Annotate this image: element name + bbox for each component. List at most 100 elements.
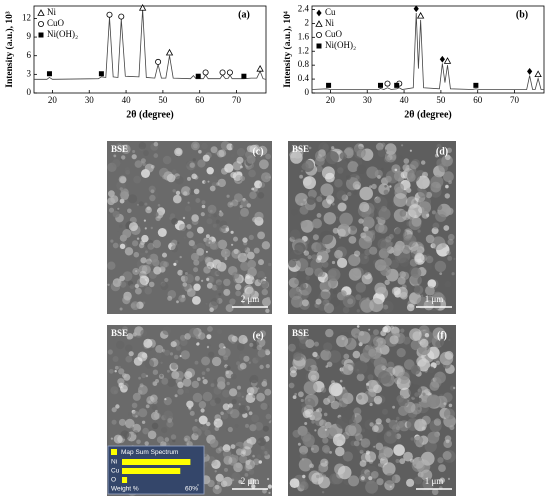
- sem-texture: [254, 279, 262, 287]
- sem-texture: [147, 254, 151, 258]
- sem-texture: [342, 306, 350, 314]
- sem-texture: [230, 444, 236, 449]
- sem-texture: [256, 344, 262, 351]
- sem-texture: [142, 427, 149, 435]
- sem-texture: [337, 202, 347, 212]
- sem-texture: [206, 345, 210, 349]
- sem-texture: [443, 408, 455, 420]
- sem-texture: [133, 357, 143, 366]
- sem-texture: [300, 220, 308, 228]
- sem-texture: [244, 274, 255, 285]
- sem-texture: [262, 425, 269, 432]
- sem-texture: [360, 476, 365, 481]
- sem-texture: [441, 242, 447, 248]
- sem-texture: [303, 380, 318, 395]
- sem-texture: [413, 200, 417, 204]
- sem-texture: [160, 361, 163, 364]
- sem-texture: [389, 485, 392, 488]
- sem-texture: [429, 381, 440, 391]
- sem-texture: [111, 407, 117, 413]
- sem-texture: [383, 189, 389, 195]
- sem-texture: [385, 170, 399, 184]
- sem-texture: [135, 287, 142, 295]
- sem-texture: [120, 144, 131, 155]
- sem-texture: [236, 361, 241, 366]
- peak-marker: [226, 69, 233, 76]
- sem-texture: [207, 326, 213, 332]
- sem-texture: [241, 446, 252, 456]
- sem-texture: [437, 457, 444, 464]
- sem-texture: [343, 353, 350, 360]
- sem-texture: [184, 333, 191, 340]
- sem-texture: [258, 259, 264, 266]
- sem-texture: [242, 237, 248, 243]
- sem-texture: [209, 185, 216, 192]
- sem-texture: [371, 183, 377, 190]
- sem-texture: [261, 381, 268, 387]
- sem-texture: [435, 340, 442, 348]
- sem-texture: [214, 470, 217, 473]
- sem-image: [288, 141, 456, 314]
- sem-texture: [317, 154, 322, 159]
- sem-texture: [216, 262, 227, 272]
- sem-texture: [255, 150, 265, 160]
- sem-texture: [202, 391, 213, 402]
- sem-texture: [240, 199, 249, 208]
- sem-texture: [312, 351, 318, 358]
- sem-texture: [110, 437, 113, 440]
- sem-texture: [151, 422, 159, 430]
- sem-texture: [225, 304, 234, 313]
- y-tick-label: 0: [305, 87, 310, 97]
- sem-texture: [179, 255, 182, 259]
- sem-texture: [122, 382, 129, 390]
- sem-texture: [189, 188, 196, 195]
- sem-texture: [170, 213, 176, 219]
- sem-texture: [182, 282, 188, 287]
- sem-texture: [299, 452, 307, 460]
- sem-texture: [402, 336, 411, 345]
- sem-texture: [182, 216, 186, 220]
- sem-texture: [257, 387, 265, 394]
- sem-texture: [207, 204, 217, 214]
- legend-symbol: [38, 32, 44, 38]
- sem-texture: [157, 204, 161, 207]
- sem-texture: [356, 392, 369, 405]
- x-tick-label: 60: [473, 95, 483, 105]
- sem-texture: [369, 298, 384, 313]
- sem-texture: [138, 408, 148, 418]
- sem-texture: [289, 366, 297, 374]
- sem-texture: [359, 186, 374, 201]
- sem-texture: [411, 216, 422, 227]
- sem-texture: [216, 270, 221, 276]
- sem-texture: [316, 165, 323, 173]
- sem-texture: [115, 404, 120, 409]
- sem-texture: [149, 194, 156, 202]
- x-tick-label: 50: [158, 95, 168, 105]
- sem-texture: [338, 236, 342, 239]
- sem-texture: [315, 242, 326, 253]
- sem-texture: [240, 261, 250, 271]
- peak-marker: [377, 82, 383, 88]
- sem-texture: [368, 459, 374, 464]
- peak-marker: [195, 73, 201, 79]
- sem-texture: [356, 373, 365, 382]
- sem-texture: [167, 369, 170, 373]
- sem-texture: [140, 257, 147, 264]
- sem-texture: [132, 410, 140, 418]
- sem-texture: [365, 480, 379, 494]
- sem-texture: [153, 141, 159, 147]
- sem-texture: [303, 250, 310, 256]
- sem-texture: [223, 455, 233, 465]
- sem-texture: [435, 360, 441, 366]
- sem-texture: [303, 176, 316, 190]
- sem-texture: [376, 216, 380, 220]
- sem-texture: [259, 182, 266, 188]
- sem-texture: [138, 201, 144, 207]
- sem-texture: [364, 227, 367, 231]
- peak-marker: [46, 71, 52, 77]
- sem-texture: [325, 248, 331, 253]
- sem-texture: [256, 152, 265, 162]
- sem-texture: [205, 250, 208, 253]
- sem-texture: [247, 259, 257, 269]
- legend-symbol: [315, 20, 323, 27]
